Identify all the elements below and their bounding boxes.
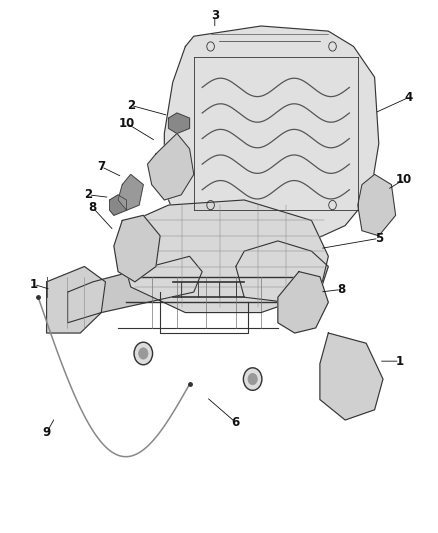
Polygon shape — [320, 333, 383, 420]
Polygon shape — [164, 26, 379, 246]
Text: 10: 10 — [118, 117, 134, 130]
Circle shape — [248, 374, 257, 385]
Text: 7: 7 — [97, 160, 105, 173]
Circle shape — [244, 368, 262, 390]
Text: 8: 8 — [337, 283, 345, 296]
Text: 6: 6 — [232, 416, 240, 429]
Text: 2: 2 — [127, 99, 135, 112]
Polygon shape — [236, 241, 328, 302]
Polygon shape — [67, 256, 202, 323]
Polygon shape — [148, 133, 194, 200]
Text: 1: 1 — [396, 354, 404, 368]
Circle shape — [134, 342, 152, 365]
Text: 5: 5 — [374, 232, 383, 245]
Polygon shape — [46, 266, 106, 333]
Polygon shape — [110, 195, 127, 215]
Text: 10: 10 — [396, 173, 412, 186]
Polygon shape — [278, 272, 328, 333]
Text: 9: 9 — [42, 426, 51, 439]
Polygon shape — [358, 174, 396, 236]
Circle shape — [139, 348, 148, 359]
Text: 2: 2 — [85, 188, 93, 201]
Polygon shape — [118, 174, 143, 210]
Text: 8: 8 — [89, 201, 97, 214]
Polygon shape — [122, 200, 328, 312]
Text: 3: 3 — [211, 9, 219, 22]
Polygon shape — [169, 113, 190, 133]
Text: 4: 4 — [404, 91, 412, 104]
Text: 1: 1 — [30, 278, 38, 291]
Polygon shape — [114, 215, 160, 282]
